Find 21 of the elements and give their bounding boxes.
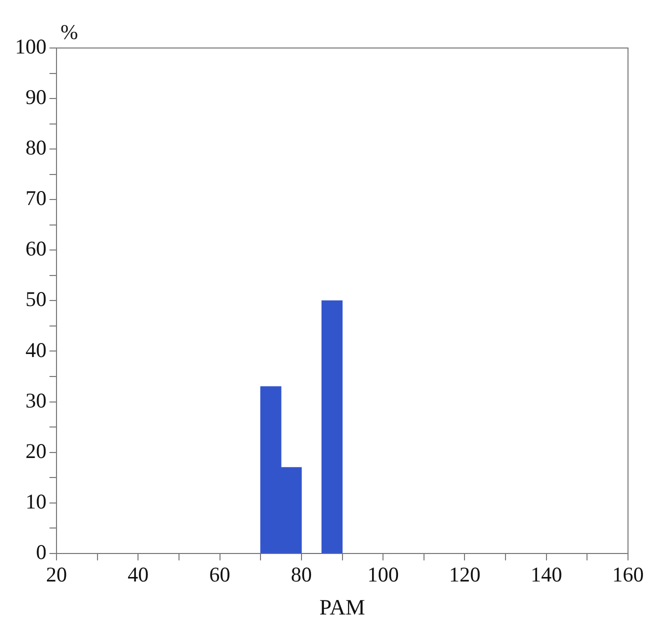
y-axis-title: % — [60, 20, 78, 44]
y-tick-label: 50 — [26, 287, 46, 312]
x-tick-label: 60 — [209, 562, 230, 587]
y-tick-label: 30 — [26, 388, 46, 412]
x-tick-label: 160 — [612, 562, 644, 587]
y-tick-label: 60 — [26, 236, 46, 261]
y-tick-label: 40 — [26, 338, 46, 362]
x-axis-title: PAM — [319, 594, 366, 620]
x-tick-label: 120 — [448, 562, 480, 587]
x-tick-label: 140 — [530, 562, 562, 587]
x-tick-label: 20 — [46, 562, 67, 587]
x-tick-label: 100 — [367, 562, 399, 587]
x-tick-label: 40 — [128, 562, 149, 587]
y-tick-label: 90 — [26, 85, 46, 110]
y-tick-label: 20 — [26, 438, 46, 463]
x-tick-label: 80 — [290, 562, 312, 587]
y-tick-label: 10 — [26, 489, 46, 514]
y-tick-label: 80 — [26, 136, 46, 160]
y-tick-label: 100 — [15, 34, 46, 59]
y-tick-label: 70 — [26, 186, 46, 210]
y-tick-label: 0 — [36, 540, 46, 564]
